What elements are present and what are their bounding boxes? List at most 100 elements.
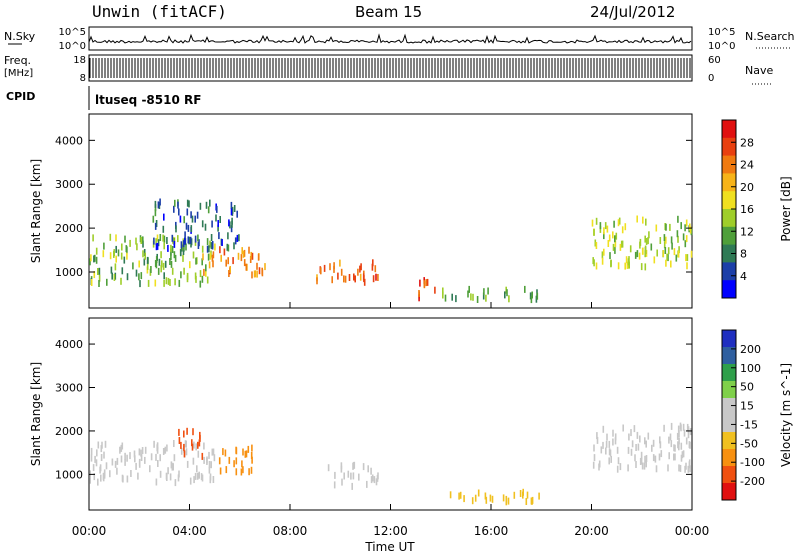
range-gate-cell [152,215,155,223]
range-gate-cell [156,234,159,242]
range-gate-cell [618,217,621,225]
range-gate-cell [508,295,510,303]
range-gate-cell [633,425,636,433]
colorbar-tick-label: 4 [740,270,747,283]
range-gate-cell [685,219,688,227]
range-gate-cell [337,272,339,280]
range-gate-cell [635,444,637,451]
range-gate-cell [194,215,196,223]
range-gate-cell [640,451,643,459]
range-gate-cell [235,468,238,476]
range-gate-cell [208,451,210,459]
range-gate-cell [146,266,149,274]
range-gate-cell [455,295,457,303]
range-gate-cell [629,245,632,253]
range-gate-cell [177,474,180,482]
range-gate-cell [178,470,180,478]
range-gate-cell [95,256,98,264]
range-gate-cell [644,437,646,445]
range-gate-cell [185,222,188,230]
y-axis-title: Slant Range [km] [29,362,43,466]
range-gate-cell [237,252,240,260]
range-gate-cell [227,244,230,252]
range-gate-cell [248,468,250,476]
range-gate-cell [591,219,594,227]
range-gate-cell [603,227,605,235]
range-gate-cell [418,290,420,297]
range-gate-cell [236,234,239,242]
range-gate-cell [628,261,630,269]
range-gate-cell [680,442,683,450]
range-gate-cell [100,454,103,461]
range-gate-cell [219,467,222,475]
range-gate-cell [116,467,118,475]
range-gate-cell [225,259,227,267]
noise-panel [88,26,693,51]
range-gate-cell [188,200,190,208]
range-gate-cell [687,426,690,434]
range-gate-cell [621,226,624,234]
range-gate-cell [645,238,648,245]
range-gate-cell [636,431,639,439]
range-gate-cell [98,267,101,275]
range-gate-cell [225,466,228,474]
range-gate-cell [97,268,99,275]
range-gate-cell [190,238,193,246]
range-gate-cell [242,466,244,474]
y-tick-label: 3000 [55,178,83,191]
range-gate-cell [604,222,607,230]
range-gate-cell [470,293,472,301]
range-gate-cell [538,492,540,500]
range-gate-cell [201,275,204,283]
range-gate-cell [519,490,522,497]
range-gate-cell [113,274,116,281]
range-gate-cell [609,252,611,260]
range-gate-cell [681,451,684,459]
range-gate-cell [140,454,143,461]
range-gate-cell [155,453,157,461]
range-gate-cell [658,453,661,461]
range-gate-cell [143,258,146,266]
range-gate-cell [463,495,465,503]
range-gate-cell [606,225,609,233]
range-gate-cell [689,441,691,449]
range-gate-cell [612,231,614,239]
velocity-panel: 1000 2000 3000 4000 Slant Range [km] [29,317,693,511]
range-gate-cell [170,244,172,252]
freq-bottom-label: 8 [80,73,86,84]
colorbar-tick-label: 20 [740,181,754,194]
range-gate-cell [155,220,158,227]
range-gate-cell [684,465,686,473]
range-gate-cell [250,466,253,474]
range-gate-cell [340,268,343,276]
colorbar-swatch [722,347,736,365]
range-gate-cell [124,458,126,466]
range-gate-cell [640,457,643,465]
range-gate-cell [135,237,137,245]
range-gate-cell [139,280,141,288]
range-gate-cell [117,249,120,257]
colorbar-swatch [722,330,736,348]
range-gate-cell [656,249,658,257]
range-gate-cell [192,457,195,465]
range-gate-cell [170,260,173,268]
range-gate-cell [340,465,343,473]
range-gate-cell [614,246,616,254]
range-gate-cell [159,454,161,462]
range-gate-cell [529,292,532,300]
range-gate-cell [593,454,596,462]
range-gate-cell [531,291,533,299]
range-gate-cell [655,465,658,473]
colorbar-swatch [722,120,736,139]
range-gate-cell [247,445,250,453]
range-gate-cell [243,259,246,267]
range-gate-cell [102,472,105,480]
range-gate-cell [677,441,679,449]
colorbar-swatch [722,226,736,246]
range-gate-cell [211,448,214,456]
range-gate-cell [186,460,189,468]
range-gate-cell [485,496,488,504]
range-gate-cell [607,240,610,247]
noise-trace [88,33,692,44]
